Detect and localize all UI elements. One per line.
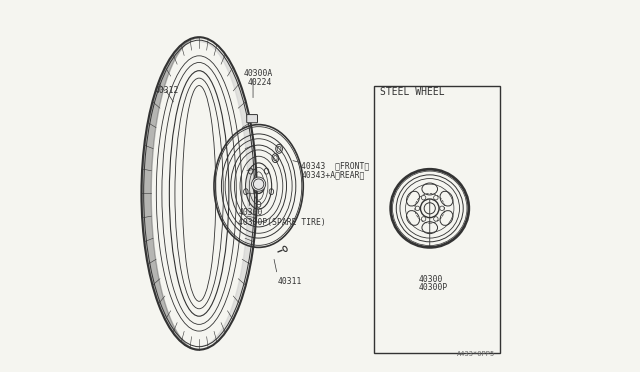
Text: STEEL WHEEL: STEEL WHEEL xyxy=(380,87,445,97)
FancyBboxPatch shape xyxy=(374,86,500,353)
Text: 40224: 40224 xyxy=(248,78,272,87)
Text: 40312: 40312 xyxy=(154,86,179,94)
Text: 40300: 40300 xyxy=(238,208,262,217)
Text: 40300: 40300 xyxy=(419,275,443,284)
Text: 40300P: 40300P xyxy=(419,283,448,292)
Text: 40343  〈FRONT〉: 40343 〈FRONT〉 xyxy=(301,162,370,171)
FancyBboxPatch shape xyxy=(246,115,257,123)
Ellipse shape xyxy=(252,177,266,191)
Text: 40343+A〈REAR〉: 40343+A〈REAR〉 xyxy=(301,170,365,179)
Text: 40300A: 40300A xyxy=(244,69,273,78)
Text: A433*0PP5: A433*0PP5 xyxy=(456,351,495,357)
Text: 40300P(SPARE TIRE): 40300P(SPARE TIRE) xyxy=(238,218,326,227)
Text: 40311: 40311 xyxy=(277,277,301,286)
